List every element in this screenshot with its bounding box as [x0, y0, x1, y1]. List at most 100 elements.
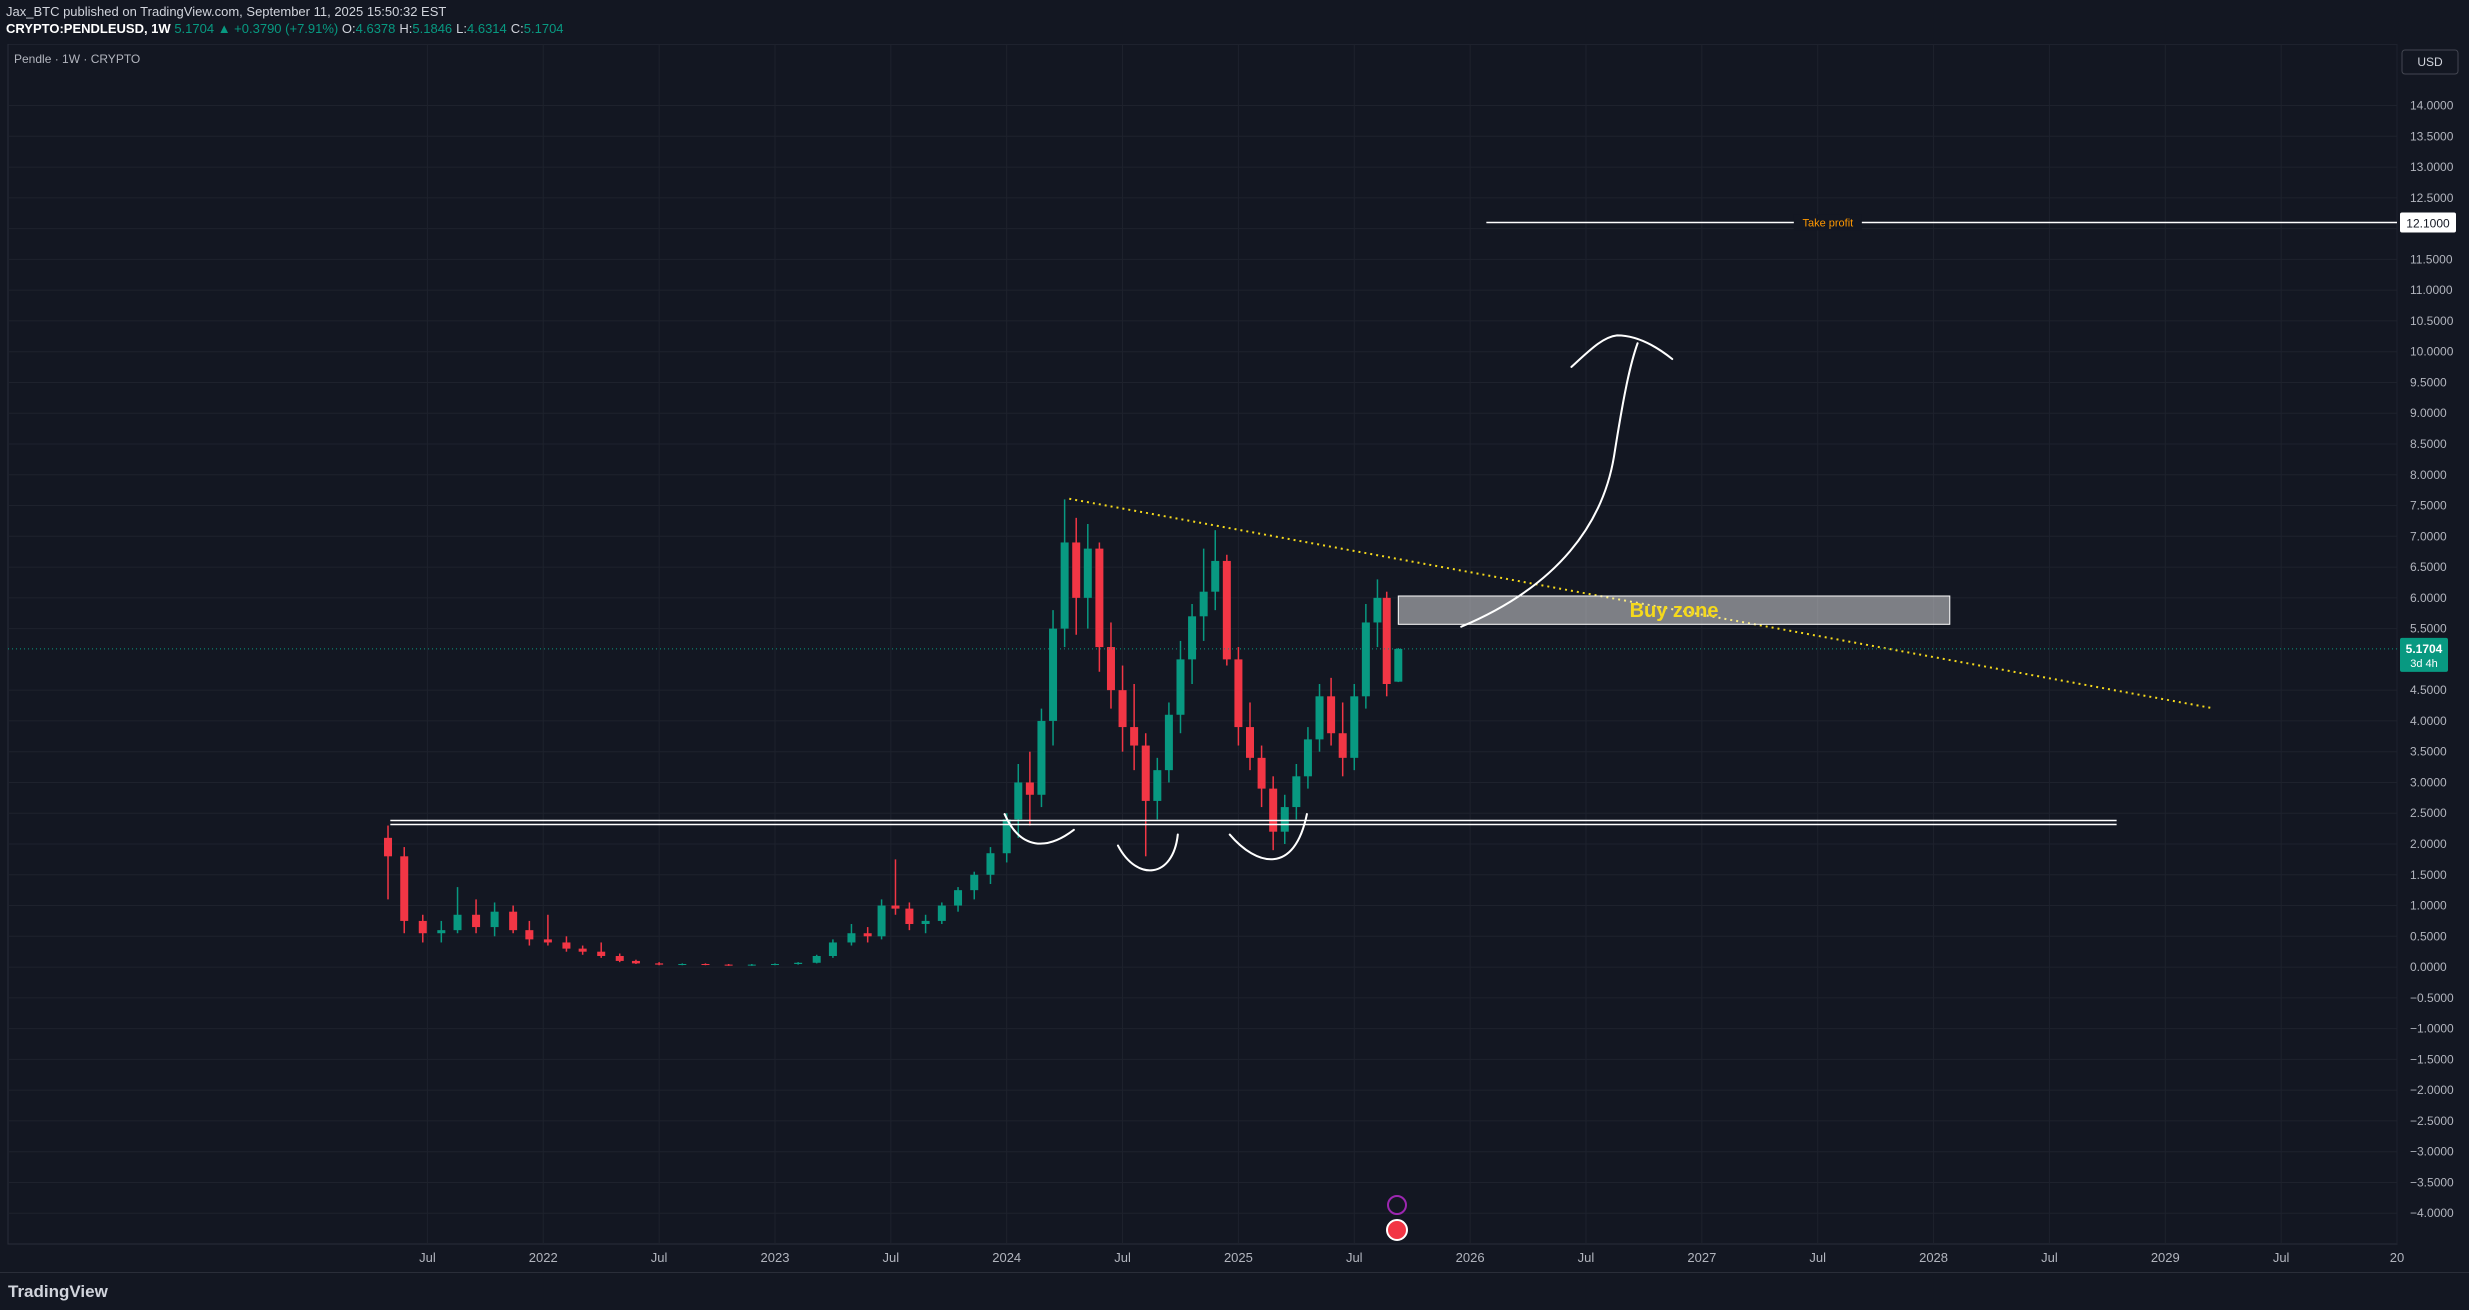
candle-body	[1118, 690, 1127, 728]
candle-body	[1083, 548, 1092, 598]
publisher-line: Jax_BTC published on TradingView.com, Se…	[6, 4, 447, 19]
y-tick-label: 7.0000	[2410, 529, 2447, 543]
candle-body	[472, 914, 481, 928]
y-tick-label: 4.0000	[2410, 714, 2447, 728]
y-tick-label: 2.5000	[2410, 806, 2447, 820]
candle-body	[1280, 807, 1289, 832]
candle-body	[1153, 770, 1162, 801]
candle-body	[1382, 597, 1391, 684]
candle-body	[970, 874, 979, 891]
candle-body	[525, 930, 534, 940]
y-tick-label: 6.0000	[2410, 591, 2447, 605]
y-tick-label: −4.0000	[2410, 1206, 2454, 1220]
candle-body	[1060, 542, 1069, 629]
y-tick-label: −2.0000	[2410, 1083, 2454, 1097]
candle-body	[1246, 727, 1255, 758]
candle-body	[1199, 591, 1208, 617]
brand[interactable]: TradingView	[8, 1282, 108, 1301]
x-tick-label: Jul	[1809, 1250, 1826, 1265]
candle-body	[1327, 696, 1336, 734]
candle-body	[1037, 720, 1046, 795]
candle-body	[1176, 659, 1185, 715]
candle-body	[724, 964, 733, 966]
event-icon[interactable]	[1386, 1219, 1408, 1241]
candle-body	[794, 962, 803, 964]
candle-body	[1002, 819, 1011, 854]
background	[0, 0, 2469, 1272]
candle-body	[562, 942, 571, 949]
currency-button[interactable]	[2401, 49, 2459, 75]
hand-drawings	[1003, 334, 1674, 872]
x-tick-label: 2029	[2151, 1250, 2180, 1265]
x-tick-label: 20	[2390, 1250, 2404, 1265]
y-tick-label: 3.5000	[2410, 745, 2447, 759]
y-tick-label: −2.5000	[2410, 1114, 2454, 1128]
y-tick-label: 9.0000	[2410, 406, 2447, 420]
grid	[8, 44, 2398, 1244]
y-tick-label: 7.5000	[2410, 499, 2447, 513]
bottom-curve	[1116, 833, 1179, 872]
pane-label: Pendle · 1W · CRYPTO	[14, 52, 140, 66]
candle-body	[747, 964, 756, 966]
candle-body	[1394, 648, 1403, 682]
arrow-stroke	[1460, 342, 1639, 628]
arrow-head	[1570, 334, 1674, 368]
candle-body	[1141, 745, 1150, 801]
x-tick-label: 2028	[1919, 1250, 1948, 1265]
candle-body	[631, 960, 640, 964]
candle-body	[1188, 616, 1197, 660]
x-tick-label: 2027	[1687, 1250, 1716, 1265]
y-tick-label: 8.5000	[2410, 437, 2447, 451]
footer: TradingView	[0, 1272, 2469, 1310]
currency-label[interactable]: USD	[2417, 55, 2443, 69]
candle-body	[986, 853, 995, 875]
candle-body	[701, 964, 710, 965]
y-tick-label: 1.5000	[2410, 868, 2447, 882]
y-tick-label: 14.0000	[2410, 99, 2454, 113]
candle-body	[1303, 739, 1312, 777]
header: Jax_BTC published on TradingView.com, Se…	[0, 0, 2469, 44]
y-tick-label: 11.0000	[2410, 283, 2453, 297]
y-tick-label: 8.0000	[2410, 468, 2447, 482]
candle-body	[1361, 622, 1370, 697]
last-price: 5.1704	[174, 21, 215, 36]
last-price-badge	[2400, 637, 2448, 672]
y-tick-label: 2.0000	[2410, 837, 2447, 851]
y-tick-label: 13.0000	[2410, 160, 2454, 174]
y-tick-label: 0.5000	[2410, 929, 2447, 943]
x-tick-label: Jul	[419, 1250, 436, 1265]
y-tick-label: −1.0000	[2410, 1022, 2454, 1036]
y-tick-label: −0.5000	[2410, 991, 2454, 1005]
event-icon[interactable]	[1387, 1195, 1407, 1215]
candle-body	[1234, 659, 1243, 728]
x-tick-label: Jul	[1114, 1250, 1131, 1265]
y-tick-label: 10.5000	[2410, 314, 2454, 328]
ohlc-key: L:	[456, 21, 467, 36]
candle-body	[453, 914, 462, 931]
candle-body	[400, 856, 409, 921]
y-tick-label: 9.5000	[2410, 375, 2447, 389]
x-tick-label: Jul	[651, 1250, 668, 1265]
x-tick-label: Jul	[1578, 1250, 1595, 1265]
ohlc-key: H:	[399, 21, 413, 36]
candle-body	[1014, 782, 1023, 820]
candle-body	[891, 905, 900, 909]
candle-body	[937, 905, 946, 921]
marks	[8, 221, 2397, 966]
y-tick-label: 5.5000	[2410, 622, 2447, 636]
candle-body	[655, 963, 664, 965]
candle-body	[1350, 696, 1359, 758]
candle-body	[578, 948, 587, 952]
y-tick-label: −1.5000	[2410, 1052, 2454, 1066]
price-badge	[2400, 212, 2456, 233]
x-tick-label: 2026	[1456, 1250, 1485, 1265]
x-tick-label: Jul	[2041, 1250, 2058, 1265]
candle-body	[1049, 628, 1058, 721]
change: ▲ +0.3790 (+7.91%)	[217, 21, 339, 36]
ohlc-key: C:	[510, 21, 524, 36]
bottom-curve	[1003, 813, 1075, 845]
y-tick-label: 4.5000	[2410, 683, 2447, 697]
candle-body	[1269, 788, 1278, 832]
candle-body	[490, 911, 499, 928]
